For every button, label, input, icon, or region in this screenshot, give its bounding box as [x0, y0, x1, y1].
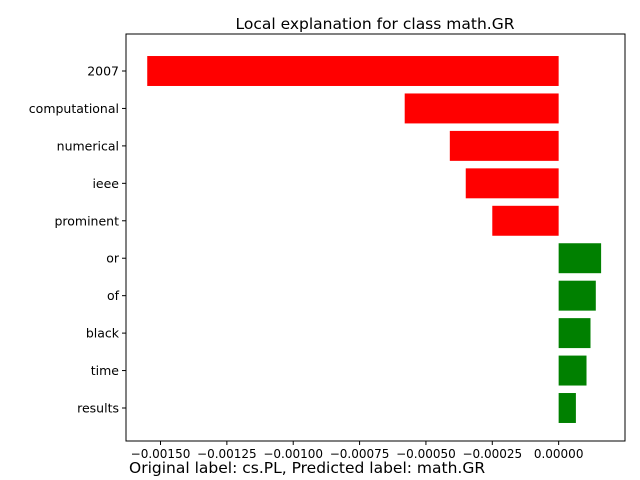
footer-label: Original label: cs.PL, Predicted label: … — [129, 459, 486, 477]
y-tick-label: black — [86, 326, 120, 341]
bar-ieee — [465, 168, 559, 199]
y-tick-label: of — [107, 288, 120, 303]
y-tick-label: or — [106, 251, 120, 266]
bar-prominent — [492, 205, 559, 236]
bar-black — [558, 318, 591, 349]
y-tick-label: time — [91, 363, 120, 378]
bar-or — [558, 243, 602, 274]
x-tick-label: −0.00025 — [462, 447, 522, 461]
bar-of — [558, 280, 596, 311]
y-tick-label: ieee — [92, 176, 119, 191]
y-tick-label: prominent — [54, 213, 119, 228]
x-tick-label: −0.00100 — [263, 447, 323, 461]
bar-computational — [404, 93, 559, 124]
chart-title: Local explanation for class math.GR — [236, 15, 515, 33]
x-tick-label: −0.00125 — [197, 447, 257, 461]
y-tick-label: computational — [29, 101, 119, 116]
x-tick-label: −0.00150 — [131, 447, 191, 461]
x-tick-label: −0.00050 — [396, 447, 456, 461]
bars-group — [147, 56, 602, 423]
y-tick-label: results — [77, 401, 119, 416]
x-tick-label: 0.00000 — [534, 447, 584, 461]
x-tick-label: −0.00075 — [330, 447, 390, 461]
y-tick-label: numerical — [57, 138, 119, 153]
plot-frame — [125, 33, 626, 442]
y-axis-ticks: 2007 computational numerical ieee prominent o… — [29, 64, 126, 416]
bar-numerical — [449, 130, 559, 161]
bar-results — [558, 393, 576, 423]
bar-time — [558, 355, 587, 386]
x-axis-ticks: −0.00150 −0.00125 −0.00100 −0.00075 −0.00050… — [131, 441, 584, 461]
bar-2007 — [147, 56, 559, 86]
y-tick-label: 2007 — [87, 64, 119, 79]
